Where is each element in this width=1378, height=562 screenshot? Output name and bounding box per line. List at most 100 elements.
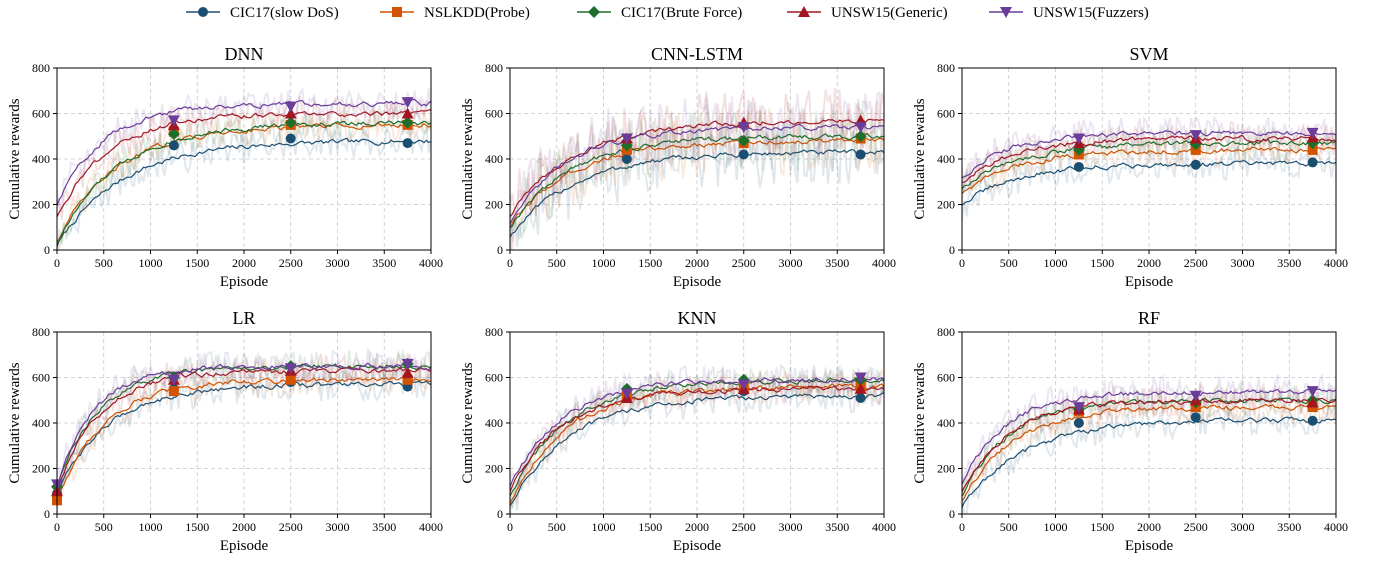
x-tick-label: 3000 — [326, 256, 350, 270]
y-tick-label: 400 — [937, 416, 955, 430]
data-point — [1189, 390, 1202, 402]
series-line — [510, 149, 884, 238]
legend-label: UNSW15(Fuzzers) — [1033, 5, 1149, 21]
x-tick-label: 2000 — [232, 520, 256, 534]
y-tick-label: 200 — [32, 198, 50, 212]
x-tick-label: 1500 — [1090, 256, 1114, 270]
data-point — [855, 392, 866, 403]
x-tick-label: 2500 — [1184, 256, 1208, 270]
data-point — [855, 149, 866, 160]
x-tick-label: 500 — [95, 520, 113, 534]
x-tick-label: 500 — [95, 256, 113, 270]
x-tick-label: 1500 — [185, 256, 209, 270]
data-point — [620, 133, 633, 145]
y-tick-label: 800 — [32, 325, 50, 339]
x-tick-label: 4000 — [419, 256, 443, 270]
series-line — [962, 130, 1336, 179]
series-line — [962, 134, 1336, 183]
panel-title: DNN — [225, 44, 264, 64]
x-tick-label: 2000 — [685, 256, 709, 270]
y-tick-label: 800 — [32, 61, 50, 75]
series-line — [57, 98, 431, 206]
series-line — [57, 122, 431, 243]
x-tick-label: 2500 — [279, 520, 303, 534]
legend-marker — [588, 6, 600, 18]
data-point — [285, 374, 296, 385]
series-line — [962, 403, 1336, 502]
panel-title: CNN-LSTM — [651, 44, 743, 64]
data-point — [737, 134, 750, 147]
y-tick-label: 0 — [497, 507, 503, 521]
x-tick-label: 4000 — [1324, 256, 1348, 270]
y-tick-label: 600 — [32, 107, 50, 121]
x-tick-label: 3500 — [1277, 256, 1301, 270]
x-tick-label: 2500 — [1184, 520, 1208, 534]
series-band — [57, 86, 431, 214]
y-tick-label: 0 — [949, 507, 955, 521]
x-tick-label: 3000 — [1231, 520, 1255, 534]
x-tick-label: 2500 — [279, 256, 303, 270]
data-point — [1307, 415, 1318, 426]
y-tick-label: 0 — [497, 243, 503, 257]
y-tick-label: 800 — [937, 61, 955, 75]
data-point — [737, 122, 750, 134]
data-point — [1073, 161, 1084, 172]
x-tick-label: 1000 — [592, 256, 616, 270]
x-tick-label: 3000 — [779, 256, 803, 270]
y-tick-label: 0 — [949, 243, 955, 257]
data-point — [168, 140, 179, 151]
y-tick-label: 400 — [937, 152, 955, 166]
x-tick-label: 2000 — [1137, 256, 1161, 270]
series-line — [57, 120, 431, 245]
series-line — [57, 137, 431, 247]
legend-marker — [1000, 7, 1012, 18]
series-band — [510, 100, 884, 239]
data-point — [1189, 130, 1202, 142]
data-point — [1307, 157, 1318, 168]
data-point — [737, 379, 750, 391]
chart-panels: 0 500 1000 1500 2000 2500 3000 3500 400002004006… — [7, 44, 1348, 554]
series-band — [510, 87, 884, 216]
series-band — [57, 352, 431, 491]
data-point — [401, 97, 414, 109]
chart-panel-dnn: 0 500 1000 1500 2000 2500 3000 3500 4000 0 200 400 6… — [7, 44, 443, 290]
x-tick-label: 3000 — [1231, 256, 1255, 270]
series-line — [510, 383, 884, 504]
x-tick-label: 500 — [548, 520, 566, 534]
y-axis-label: Cumulative rewards — [7, 98, 23, 219]
x-tick-label: 3500 — [372, 520, 396, 534]
x-tick-label: 3000 — [779, 520, 803, 534]
data-point — [1306, 396, 1319, 408]
data-point — [401, 107, 414, 119]
legend-marker — [392, 7, 402, 17]
x-tick-label: 0 — [507, 256, 513, 270]
chart-panel-lr: 0 500 1000 1500 2000 2500 3000 3500 4000 0 200 400 6… — [7, 308, 443, 554]
series-line — [962, 416, 1336, 508]
data-point — [738, 149, 749, 160]
series-line — [57, 377, 431, 502]
data-point — [168, 386, 179, 397]
data-point — [854, 130, 867, 143]
series-band — [510, 379, 884, 511]
x-tick-label: 500 — [548, 256, 566, 270]
series-band — [962, 115, 1336, 192]
panel-title: KNN — [678, 308, 717, 328]
x-axis-label: Episode — [673, 538, 722, 554]
series-line — [510, 377, 884, 488]
legend-label: NSLKDD(Probe) — [424, 5, 530, 21]
y-tick-label: 600 — [32, 371, 50, 385]
data-point — [1190, 159, 1201, 170]
data-point — [285, 133, 296, 144]
series-line — [57, 109, 431, 218]
y-tick-label: 200 — [485, 462, 503, 476]
x-tick-label: 2000 — [232, 256, 256, 270]
y-tick-label: 0 — [44, 507, 50, 521]
x-tick-label: 0 — [507, 520, 513, 534]
series-band — [962, 145, 1336, 222]
y-axis-label: Cumulative rewards — [912, 98, 928, 219]
data-point — [284, 116, 297, 129]
series-band — [57, 105, 431, 245]
data-point — [854, 122, 867, 134]
y-tick-label: 400 — [32, 152, 50, 166]
x-tick-label: 1000 — [592, 520, 616, 534]
